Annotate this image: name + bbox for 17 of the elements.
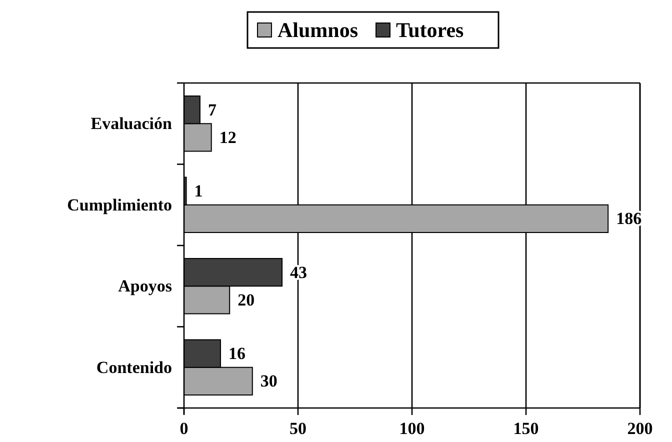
legend-label: Tutores: [396, 18, 464, 42]
data-label: 20: [238, 290, 255, 310]
legend-label: Alumnos: [278, 18, 358, 42]
data-label: 30: [260, 372, 278, 391]
x-tick-label: 100: [399, 419, 425, 438]
y-tick-label: Apoyos: [118, 276, 172, 296]
data-label: 12: [219, 128, 236, 147]
x-tick-label: 0: [180, 419, 188, 438]
data-label: 1: [194, 182, 203, 201]
x-tick-label: 50: [290, 419, 306, 438]
y-tick-label: Cumplimiento: [67, 195, 172, 214]
x-tick-label: 200: [627, 419, 653, 438]
y-tick-label: Contenido: [96, 358, 172, 377]
x-tick-label: 150: [513, 419, 539, 438]
data-label: 16: [228, 344, 246, 364]
data-label: 7: [208, 100, 217, 120]
y-tick-label: Evaluación: [90, 114, 173, 134]
